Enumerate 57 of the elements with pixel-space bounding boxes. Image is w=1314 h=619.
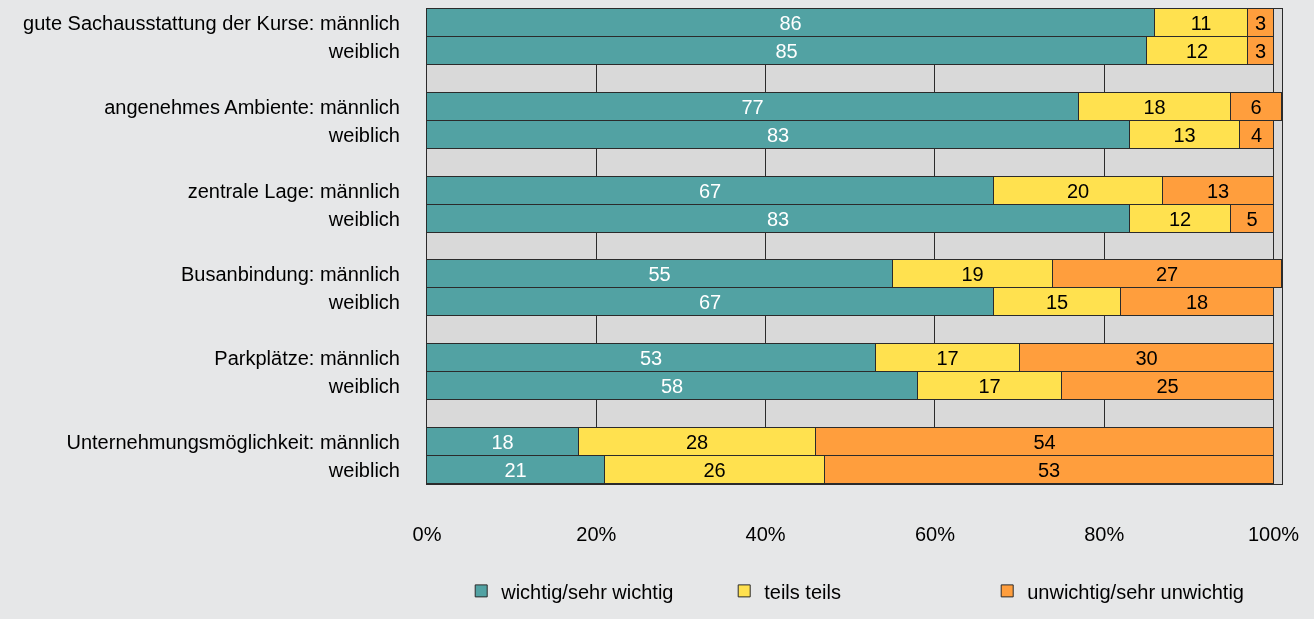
data-label: 30	[1135, 346, 1158, 369]
data-label: 13	[1206, 179, 1230, 202]
data-label: 18	[491, 430, 514, 453]
data-label: 18	[1143, 95, 1166, 118]
legend-label: unwichtig/sehr unwichtig	[1027, 580, 1244, 603]
data-label: 20	[1066, 179, 1090, 202]
data-label: 53	[1037, 458, 1061, 481]
data-label: 55	[648, 262, 671, 285]
x-tick-label: 80%	[1084, 523, 1125, 545]
data-label: 12	[1185, 39, 1209, 62]
y-tick-label: weiblich	[327, 459, 400, 482]
data-label: 83	[766, 123, 790, 146]
data-label: 6	[1250, 95, 1262, 118]
data-label: 19	[961, 262, 984, 285]
y-tick-label: weiblich	[327, 207, 400, 230]
data-label: 26	[703, 458, 726, 481]
data-label: 15	[1045, 290, 1069, 313]
data-label: 53	[639, 346, 663, 369]
x-tick-label: 20%	[576, 523, 617, 545]
data-label: 77	[741, 95, 764, 118]
data-label: 17	[936, 346, 959, 369]
y-tick-label: weiblich	[327, 375, 400, 398]
data-label: 3	[1254, 39, 1267, 62]
data-label: 67	[698, 179, 722, 202]
data-label: 17	[978, 374, 1001, 397]
y-tick-label: angenehmes Ambiente: männlich	[104, 95, 400, 118]
data-label: 85	[775, 39, 798, 62]
data-label: 12	[1168, 207, 1192, 230]
x-tick-label: 40%	[745, 523, 786, 545]
data-label: 5	[1246, 207, 1258, 230]
y-tick-label: weiblich	[327, 39, 400, 62]
data-label: 58	[660, 374, 684, 397]
data-label: 86	[779, 11, 802, 34]
data-label: 3	[1254, 11, 1267, 34]
legend-label: wichtig/sehr wichtig	[500, 580, 674, 603]
y-tick-label: gute Sachausstattung der Kurse: männlich	[23, 11, 400, 34]
data-label: 67	[698, 290, 722, 313]
legend-label: teils teils	[764, 580, 841, 603]
data-label: 18	[1185, 290, 1209, 313]
data-label: 13	[1173, 123, 1196, 146]
data-label: 11	[1190, 11, 1212, 34]
data-label: 83	[766, 207, 790, 230]
y-tick-label: weiblich	[327, 123, 400, 146]
x-tick-label: 100%	[1247, 523, 1300, 545]
y-tick-label: Busanbindung: männlich	[180, 263, 400, 286]
y-tick-label: Unternehmungsmöglichkeit: männlich	[66, 431, 400, 454]
x-tick-label: 60%	[914, 523, 956, 545]
data-label: 4	[1250, 123, 1263, 146]
data-label: 21	[504, 458, 527, 481]
data-label: 27	[1155, 262, 1179, 285]
data-label: 28	[685, 430, 709, 453]
x-tick-label: 0%	[412, 523, 442, 545]
y-tick-label: zentrale Lage: männlich	[187, 179, 400, 202]
y-tick-label: weiblich	[327, 291, 400, 314]
data-label: 54	[1033, 430, 1056, 453]
data-label: 25	[1156, 374, 1179, 397]
y-tick-label: Parkplätze: männlich	[214, 347, 400, 370]
